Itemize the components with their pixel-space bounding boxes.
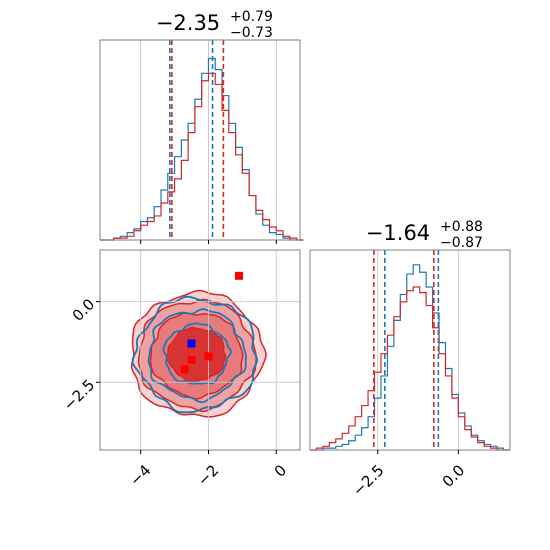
sample-point bbox=[189, 416, 191, 419]
quantile-lines bbox=[169, 40, 225, 240]
marker bbox=[187, 355, 196, 364]
y-tick-label: −2.5 bbox=[60, 376, 98, 414]
panel-title: −2.35 bbox=[156, 11, 220, 35]
contour-line-blue bbox=[131, 295, 258, 414]
sample-point bbox=[211, 417, 214, 420]
gridlines bbox=[100, 250, 300, 450]
gridlines bbox=[377, 250, 459, 450]
title-lower-error: −0.73 bbox=[230, 25, 273, 41]
contour-line-red bbox=[149, 312, 244, 400]
axes-frame bbox=[309, 249, 511, 451]
marker bbox=[187, 339, 196, 348]
histogram-series bbox=[310, 264, 510, 451]
x-ticks: −2.5 0.0 bbox=[349, 450, 468, 500]
quantile-lines bbox=[373, 250, 440, 450]
contour-line-red bbox=[165, 326, 227, 383]
sample-point bbox=[135, 391, 138, 394]
contour-panel: −4 −2 0 0.0 −2.5 bbox=[60, 249, 301, 490]
sample-point bbox=[170, 423, 173, 425]
x-tick-label: 0.0 bbox=[439, 461, 469, 491]
sample-point bbox=[228, 295, 231, 298]
marker bbox=[180, 365, 189, 374]
x-ticks bbox=[140, 240, 277, 244]
title-upper-error: +0.88 bbox=[440, 219, 483, 235]
panel-title: −1.64 bbox=[366, 221, 430, 245]
x-tick-label: −2.5 bbox=[349, 461, 387, 499]
title-value: −1.64 bbox=[366, 221, 430, 245]
title-upper-error: +0.79 bbox=[230, 9, 273, 25]
sample-point bbox=[209, 419, 212, 422]
title-value: −2.35 bbox=[156, 11, 220, 35]
title-lower-error: −0.87 bbox=[440, 235, 483, 251]
x-tick-label: −4 bbox=[126, 461, 154, 489]
histogram-steps bbox=[310, 264, 510, 451]
contour-line-blue bbox=[147, 308, 247, 404]
histogram-panel-parameter-1: −2.35 +0.79 −0.73 bbox=[99, 9, 304, 244]
y-tick-label: 0.0 bbox=[69, 295, 99, 325]
histogram-series bbox=[310, 286, 510, 451]
x-tick-label: 0 bbox=[271, 461, 290, 480]
marker bbox=[234, 271, 243, 280]
axes-frame bbox=[99, 39, 301, 241]
sample-point bbox=[267, 341, 270, 344]
histogram-panel-parameter-2: −2.5 0.0 −1.64 +0.88 −0.87 bbox=[309, 219, 511, 500]
x-tick-label: −2 bbox=[194, 461, 222, 489]
axes-frame bbox=[99, 249, 301, 451]
histogram-series bbox=[100, 72, 304, 241]
markers bbox=[180, 271, 243, 374]
x-ticks: −4 −2 0 bbox=[126, 450, 290, 490]
y-ticks: 0.0 −2.5 bbox=[60, 295, 100, 414]
marker bbox=[204, 352, 213, 361]
histogram-steps bbox=[100, 57, 304, 241]
sample-point bbox=[239, 297, 242, 299]
